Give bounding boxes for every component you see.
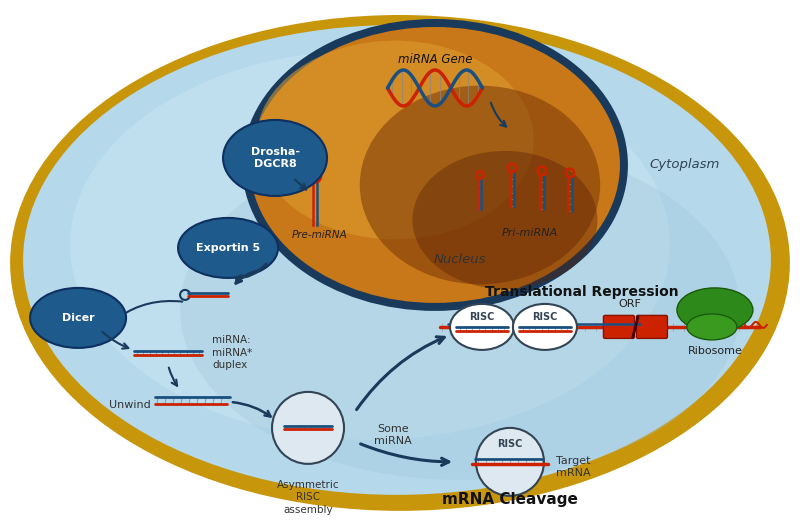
Ellipse shape [256, 40, 534, 239]
Circle shape [476, 428, 544, 496]
Ellipse shape [687, 314, 737, 340]
Text: RISC: RISC [470, 312, 494, 322]
Text: mRNA Cleavage: mRNA Cleavage [442, 492, 578, 507]
Ellipse shape [513, 304, 577, 350]
Text: miRNA Gene: miRNA Gene [398, 54, 472, 67]
Text: Nucleus: Nucleus [434, 254, 486, 266]
Text: RISC: RISC [498, 439, 522, 449]
Ellipse shape [677, 288, 753, 332]
Ellipse shape [178, 218, 278, 278]
Text: Pre-miRNA: Pre-miRNA [292, 230, 348, 240]
Ellipse shape [413, 151, 598, 289]
Ellipse shape [360, 86, 600, 284]
FancyBboxPatch shape [637, 316, 667, 339]
FancyBboxPatch shape [603, 316, 634, 339]
Text: Asymmetric
RISC
assembly: Asymmetric RISC assembly [277, 480, 339, 514]
Ellipse shape [180, 140, 740, 480]
Text: Cytoplasm: Cytoplasm [650, 159, 720, 172]
Circle shape [272, 392, 344, 464]
Ellipse shape [242, 19, 628, 311]
Text: Ribosome: Ribosome [687, 346, 742, 356]
Text: Dicer: Dicer [62, 313, 94, 323]
Text: Unwind: Unwind [110, 400, 151, 410]
Ellipse shape [450, 304, 514, 350]
Ellipse shape [223, 120, 327, 196]
Ellipse shape [10, 15, 790, 511]
Ellipse shape [70, 50, 670, 440]
Text: Translational Repression: Translational Repression [485, 285, 678, 299]
Text: Exportin 5: Exportin 5 [196, 243, 260, 253]
Ellipse shape [23, 25, 771, 495]
Ellipse shape [250, 27, 620, 303]
Text: miRNA:
miRNA*
duplex: miRNA: miRNA* duplex [212, 335, 252, 370]
Text: Some
miRNA: Some miRNA [374, 424, 412, 446]
Ellipse shape [30, 288, 126, 348]
Text: Pri-miRNA: Pri-miRNA [502, 228, 558, 238]
Text: Drosha-
DGCR8: Drosha- DGCR8 [250, 147, 299, 169]
Text: Target
mRNA: Target mRNA [556, 456, 590, 478]
Text: RISC: RISC [532, 312, 558, 322]
Text: ORF: ORF [618, 299, 642, 309]
